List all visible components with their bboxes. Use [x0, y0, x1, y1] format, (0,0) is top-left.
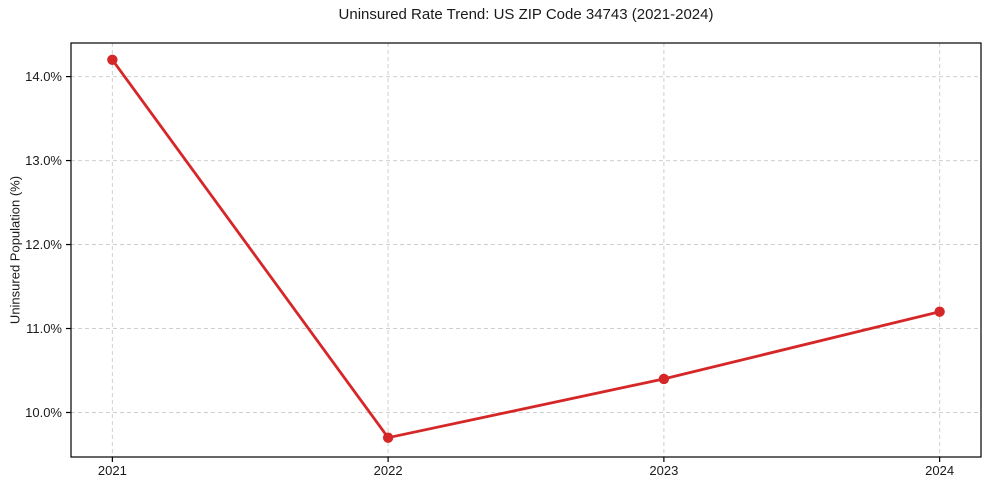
- y-tick-label: 13.0%: [25, 153, 62, 168]
- y-tick-label: 12.0%: [25, 237, 62, 252]
- chart-title: Uninsured Rate Trend: US ZIP Code 34743 …: [338, 6, 714, 23]
- data-point: [934, 306, 945, 317]
- x-tick-label: 2023: [649, 463, 678, 478]
- x-tick-label: 2024: [925, 463, 954, 478]
- data-point: [658, 373, 670, 385]
- y-tick-label: 11.0%: [26, 321, 62, 336]
- trend-line: [110, 58, 942, 440]
- axes-border: [70, 42, 982, 458]
- y-tick-label: 10.0%: [25, 405, 62, 420]
- y-axis-label: Uninsured Population (%): [7, 175, 23, 325]
- y-tick-label: 14.0%: [25, 69, 62, 84]
- x-tick-label: 2021: [98, 463, 127, 478]
- data-point: [382, 432, 394, 443]
- x-tick-label: 2022: [374, 463, 403, 478]
- data-point: [107, 54, 118, 65]
